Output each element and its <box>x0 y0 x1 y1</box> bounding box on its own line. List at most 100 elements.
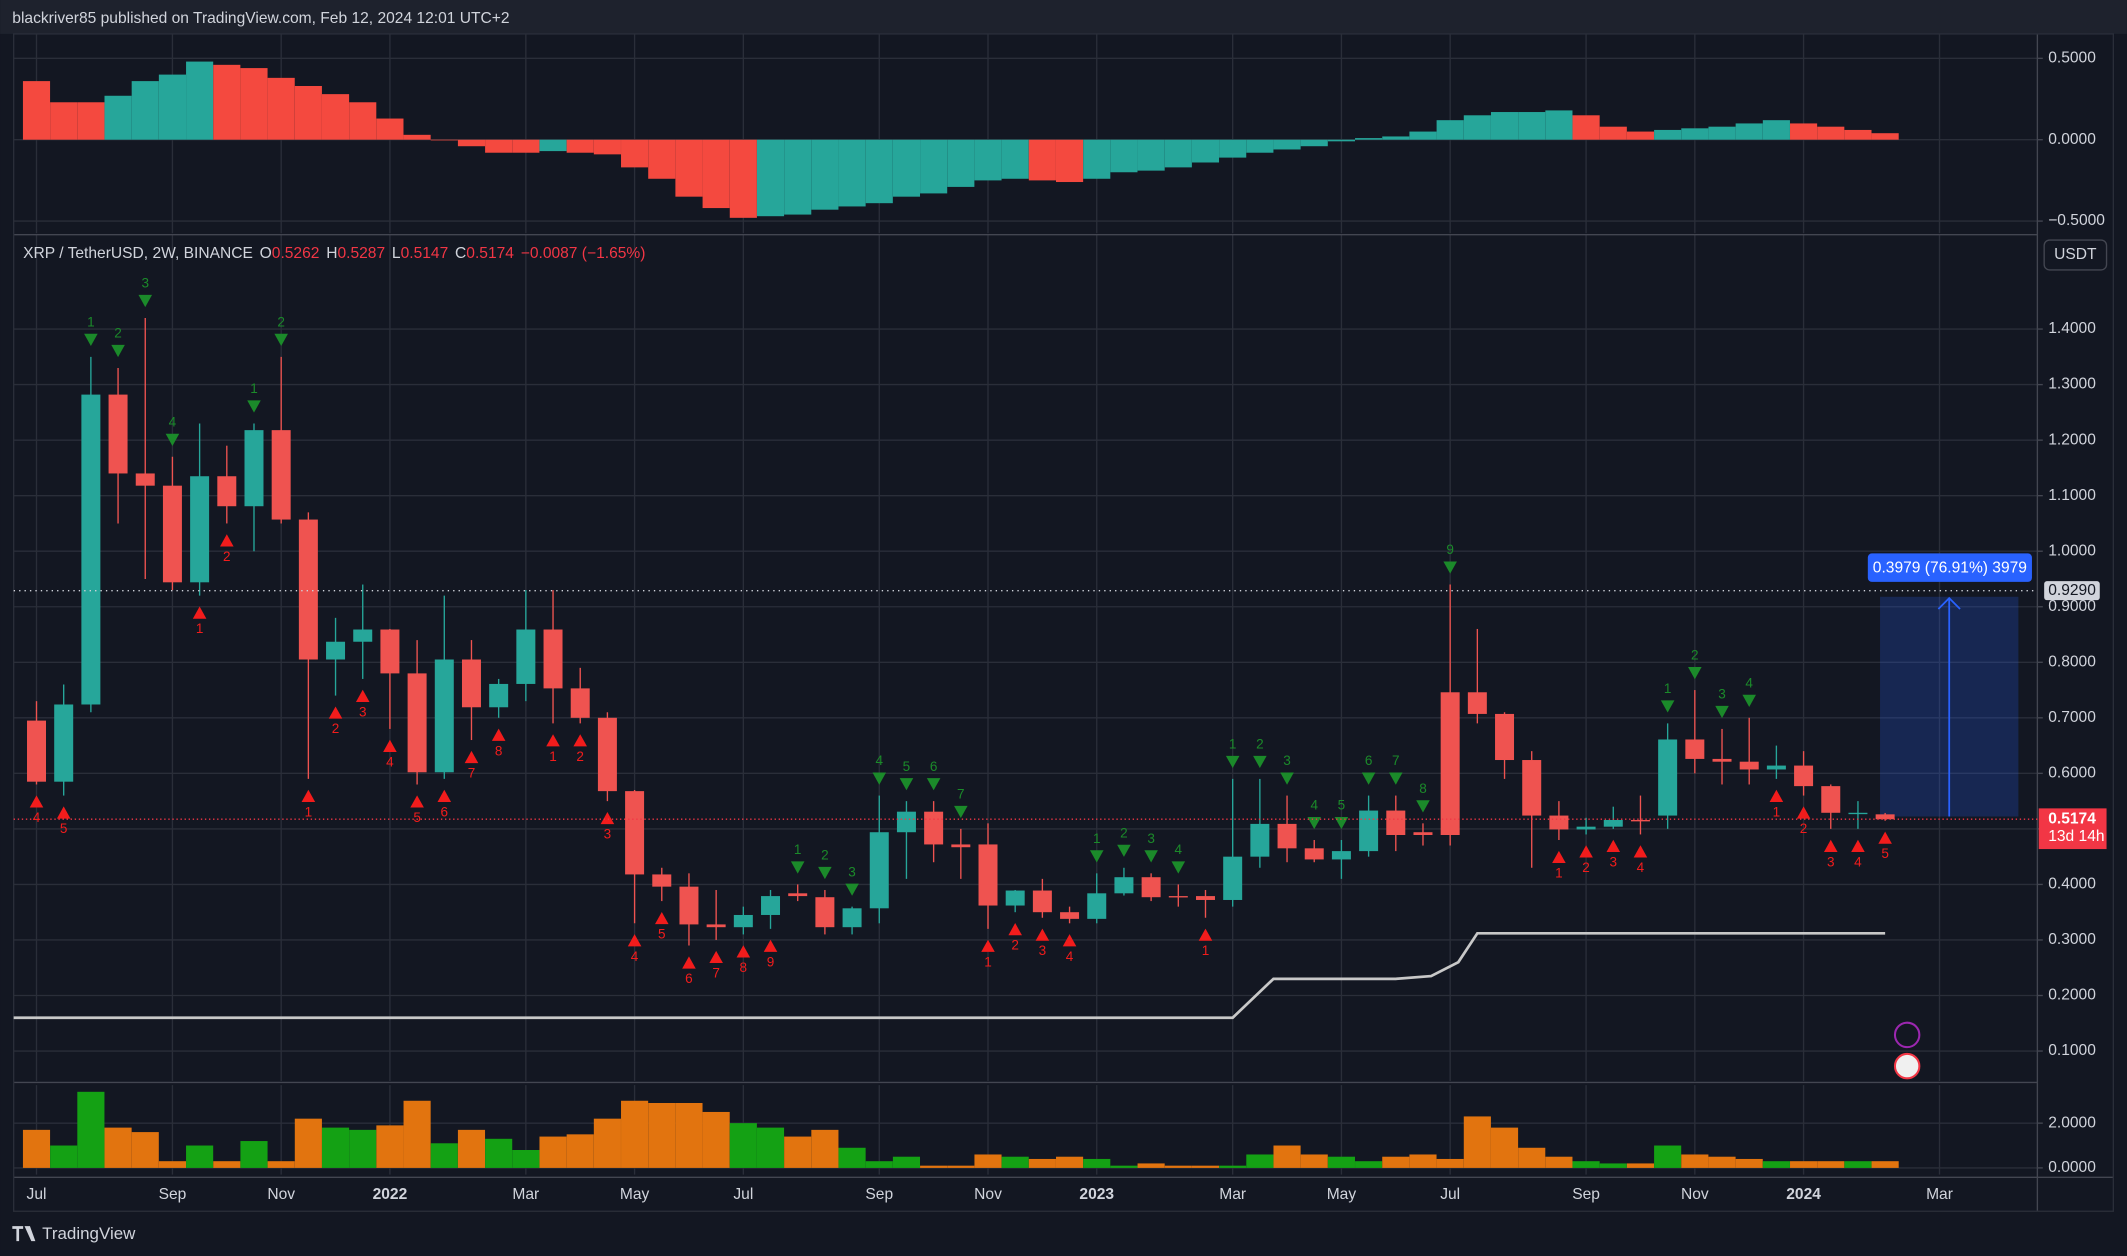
y-tick-label: 1.3000 <box>2048 376 2096 393</box>
footer-logo <box>12 1226 36 1242</box>
signal-count: 1 <box>549 749 557 764</box>
signal-triangle <box>192 606 207 619</box>
signal-count: 1 <box>1229 737 1237 752</box>
event-icon[interactable] <box>1893 1052 1921 1080</box>
event-icon[interactable] <box>1893 1021 1921 1049</box>
histogram-bar <box>1191 139 1220 163</box>
volume-bar <box>1762 1161 1790 1168</box>
signal-count: 4 <box>1854 854 1862 869</box>
volume-bar <box>1654 1145 1682 1168</box>
footer-brand: TradingView <box>42 1224 136 1243</box>
histogram-bar <box>1164 139 1192 168</box>
signal-triangle <box>790 861 805 874</box>
histogram-bar <box>213 64 241 140</box>
signal-triangle <box>682 956 696 969</box>
volume-bar <box>77 1091 105 1168</box>
candle-body <box>298 519 318 660</box>
signal-count: 3 <box>359 704 367 719</box>
candle-body <box>1603 820 1623 827</box>
histogram-bar <box>403 134 431 140</box>
candle-body <box>326 641 346 660</box>
candle-body <box>978 844 998 906</box>
signal-count: 2 <box>576 749 584 764</box>
signal-triangle <box>709 950 723 964</box>
candle-body <box>679 886 699 925</box>
x-tick-label: 2022 <box>373 1186 408 1203</box>
signal-count: 6 <box>930 759 938 774</box>
signal-count: 2 <box>332 721 340 736</box>
signal-triangle <box>1089 850 1104 863</box>
signal-count: 1 <box>794 842 802 857</box>
legend-value: 0.5287 <box>337 245 385 262</box>
signal-triangle <box>220 534 234 547</box>
histogram-bar <box>349 102 377 140</box>
y-tick-label: 1.4000 <box>2048 320 2096 337</box>
signal-triangle <box>600 811 615 825</box>
signal-triangle <box>1389 772 1403 785</box>
candle-body <box>461 659 481 708</box>
signal-triangle <box>627 934 642 947</box>
histogram-bar <box>1735 123 1763 140</box>
volume-bar <box>349 1129 377 1168</box>
candle-body <box>1195 896 1215 900</box>
currency-button[interactable] <box>2043 239 2108 271</box>
volume-bar <box>1572 1161 1600 1168</box>
signal-triangle <box>1606 839 1621 852</box>
legend-value: 0.5174 <box>466 245 514 262</box>
signal-triangle <box>437 789 452 802</box>
volume-bar <box>294 1118 322 1168</box>
signal-count: 5 <box>413 810 421 825</box>
histogram-bar <box>1681 128 1709 140</box>
signal-triangle <box>1823 839 1838 852</box>
signal-count: 5 <box>903 759 911 774</box>
histogram-bar <box>1327 139 1355 142</box>
y-tick-label: 0.0000 <box>2048 1159 2096 1176</box>
candle-body <box>217 476 237 507</box>
histogram-bar <box>1463 115 1491 140</box>
signal-count: 4 <box>631 949 639 964</box>
candle-body <box>1331 851 1351 860</box>
volume-bar <box>403 1100 431 1168</box>
y-tick-label: 0.8000 <box>2048 653 2096 670</box>
signal-count: 2 <box>1256 737 1264 752</box>
histogram-bar <box>294 85 322 140</box>
volume-bar <box>920 1165 948 1168</box>
support-line <box>13 931 1886 1020</box>
candle-body <box>54 704 74 782</box>
volume-bar <box>729 1123 757 1168</box>
measure-label: 0.3979 (76.91%) 3979 <box>1873 559 2027 576</box>
y-tick-label: 2.0000 <box>2048 1114 2096 1131</box>
x-tick-label: Jul <box>27 1186 47 1203</box>
volume-bar <box>1817 1161 1845 1168</box>
currency-label[interactable]: USDT <box>2054 246 2097 263</box>
candle-body <box>190 476 210 583</box>
signal-count: 3 <box>1283 753 1291 768</box>
x-tick-label: Sep <box>1572 1186 1600 1203</box>
y-tick-label: −0.5000 <box>2048 212 2105 229</box>
countdown-label: 13d 14h <box>2048 828 2104 845</box>
x-tick-label: Nov <box>1681 1186 1709 1203</box>
histogram-bar <box>1599 126 1627 140</box>
signal-triangle <box>763 939 778 952</box>
signal-count: 2 <box>1800 821 1808 836</box>
volume-bar <box>22 1129 51 1168</box>
candle-body <box>1304 848 1324 860</box>
signal-triangle <box>1117 844 1131 857</box>
signal-triangle <box>1552 850 1566 864</box>
volume-bar <box>485 1138 513 1168</box>
volume-bar <box>675 1103 703 1168</box>
y-tick-label: 0.0000 <box>2048 131 2096 148</box>
y-tick-label: 0.1000 <box>2048 1042 2096 1059</box>
signal-count: 4 <box>386 754 394 769</box>
volume-bar <box>1137 1163 1165 1168</box>
signal-triangle <box>1688 666 1702 680</box>
volume-bar <box>1219 1165 1247 1168</box>
signal-count: 5 <box>658 927 666 942</box>
candle-body <box>733 914 753 928</box>
last-price-tag <box>2038 808 2107 850</box>
volume-bar <box>593 1118 621 1168</box>
volume-bar <box>104 1127 132 1168</box>
volume-bar <box>811 1129 839 1168</box>
histogram-bar <box>158 74 186 140</box>
histogram-bar <box>1708 126 1736 140</box>
